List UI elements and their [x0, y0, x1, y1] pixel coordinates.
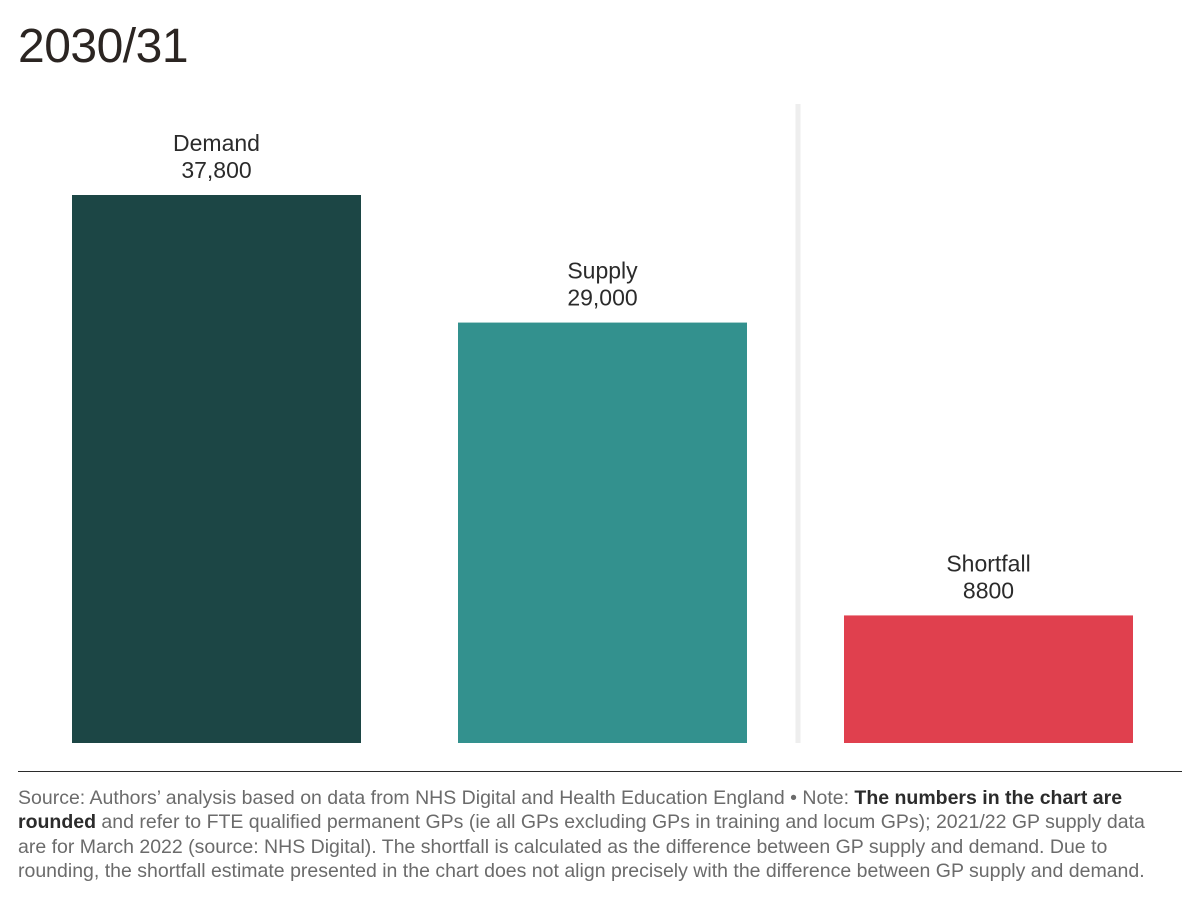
note-text: and refer to FTE qualified permanent GPs…	[18, 811, 1145, 882]
value-label-supply: 29,000	[567, 285, 637, 311]
footer-divider	[18, 771, 1182, 772]
bar-demand	[72, 195, 361, 743]
bar-shortfall	[844, 615, 1133, 743]
note-emphasis: The numbers in the chart are rounded	[18, 787, 1123, 834]
category-label-supply: Supply	[567, 258, 638, 284]
bar-supply	[458, 322, 747, 743]
value-label-demand: 37,800	[181, 157, 251, 183]
chart-title: 2030/31	[18, 20, 189, 73]
source-note: Source: Authors’ analysis based on data …	[18, 786, 1168, 883]
value-label-shortfall: 8800	[963, 577, 1014, 603]
source-text: Source: Authors’ analysis based on data …	[18, 787, 855, 809]
category-label-demand: Demand	[173, 130, 260, 156]
category-label-shortfall: Shortfall	[946, 550, 1030, 576]
